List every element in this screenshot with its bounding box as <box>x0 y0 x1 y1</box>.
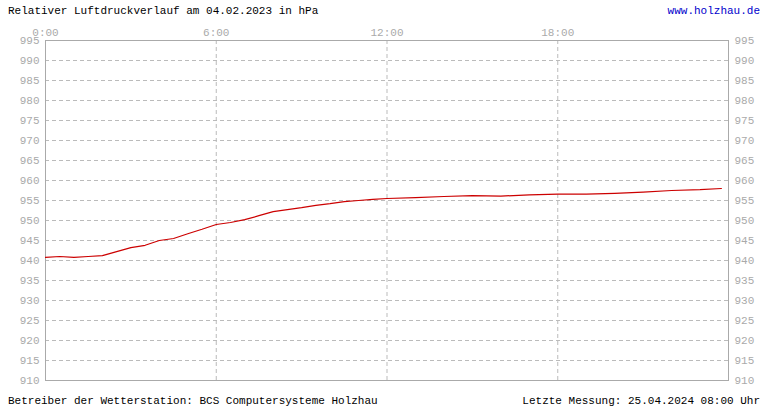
svg-text:990: 990 <box>735 55 755 67</box>
svg-text:980: 980 <box>20 95 40 107</box>
svg-text:925: 925 <box>735 315 755 327</box>
svg-text:970: 970 <box>735 135 755 147</box>
svg-text:990: 990 <box>20 55 40 67</box>
svg-text:975: 975 <box>735 115 755 127</box>
svg-text:910: 910 <box>735 375 755 387</box>
svg-text:985: 985 <box>20 75 40 87</box>
svg-text:920: 920 <box>20 335 40 347</box>
svg-text:915: 915 <box>20 355 40 367</box>
svg-text:0:00: 0:00 <box>32 27 58 39</box>
svg-text:915: 915 <box>735 355 755 367</box>
svg-text:970: 970 <box>20 135 40 147</box>
svg-text:955: 955 <box>735 195 755 207</box>
svg-text:975: 975 <box>20 115 40 127</box>
svg-text:985: 985 <box>735 75 755 87</box>
svg-text:12:00: 12:00 <box>370 27 403 39</box>
svg-text:965: 965 <box>20 155 40 167</box>
svg-text:980: 980 <box>735 95 755 107</box>
svg-text:945: 945 <box>735 235 755 247</box>
svg-text:960: 960 <box>20 175 40 187</box>
svg-text:945: 945 <box>20 235 40 247</box>
svg-text:925: 925 <box>20 315 40 327</box>
svg-text:995: 995 <box>19 35 40 47</box>
svg-text:920: 920 <box>735 335 755 347</box>
html-text:Betreiber der Wetterstation: B: Betreiber der Wetterstation: BCS Compute… <box>8 395 378 407</box>
svg-text:955: 955 <box>20 195 40 207</box>
svg-text:995: 995 <box>735 35 755 47</box>
svg-text:965: 965 <box>735 155 755 167</box>
svg-text:18:00: 18:00 <box>541 27 574 39</box>
svg-text:6:00: 6:00 <box>203 27 229 39</box>
svg-text:960: 960 <box>735 175 755 187</box>
svg-text:935: 935 <box>735 275 755 287</box>
svg-text:940: 940 <box>735 255 755 267</box>
svg-text:930: 930 <box>735 295 755 307</box>
svg-text:940: 940 <box>20 255 40 267</box>
svg-text:950: 950 <box>735 215 755 227</box>
html-text:Letzte Messung: 25.04.2024 08:: Letzte Messung: 25.04.2024 08:00 Uhr <box>522 395 760 407</box>
svg-text:930: 930 <box>20 295 40 307</box>
html-text:Relativer Luftdruckverlauf am: Relativer Luftdruckverlauf am 04.02.2023… <box>8 5 319 17</box>
html-text:www.holzhau.de: www.holzhau.de <box>667 5 760 17</box>
svg-text:935: 935 <box>20 275 40 287</box>
svg-text:910: 910 <box>20 375 40 387</box>
svg-text:950: 950 <box>20 215 40 227</box>
